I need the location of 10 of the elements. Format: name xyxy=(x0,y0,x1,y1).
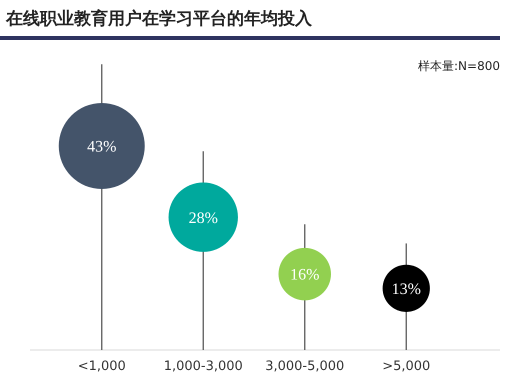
chart-title: 在线职业教育用户在学习平台的年均投入 xyxy=(5,8,313,29)
x-tick-label: <1,000 xyxy=(78,359,126,374)
x-tick-label: 1,000-3,000 xyxy=(164,359,243,374)
x-tick-label: >5,000 xyxy=(382,359,430,374)
data-label: 13% xyxy=(392,280,421,298)
data-label: 28% xyxy=(188,210,218,227)
text: 样本量:N=800 xyxy=(418,59,500,73)
x-tick-label: 3,000-5,000 xyxy=(265,359,344,374)
data-label: 43% xyxy=(87,138,116,156)
data-label: 16% xyxy=(290,266,320,284)
